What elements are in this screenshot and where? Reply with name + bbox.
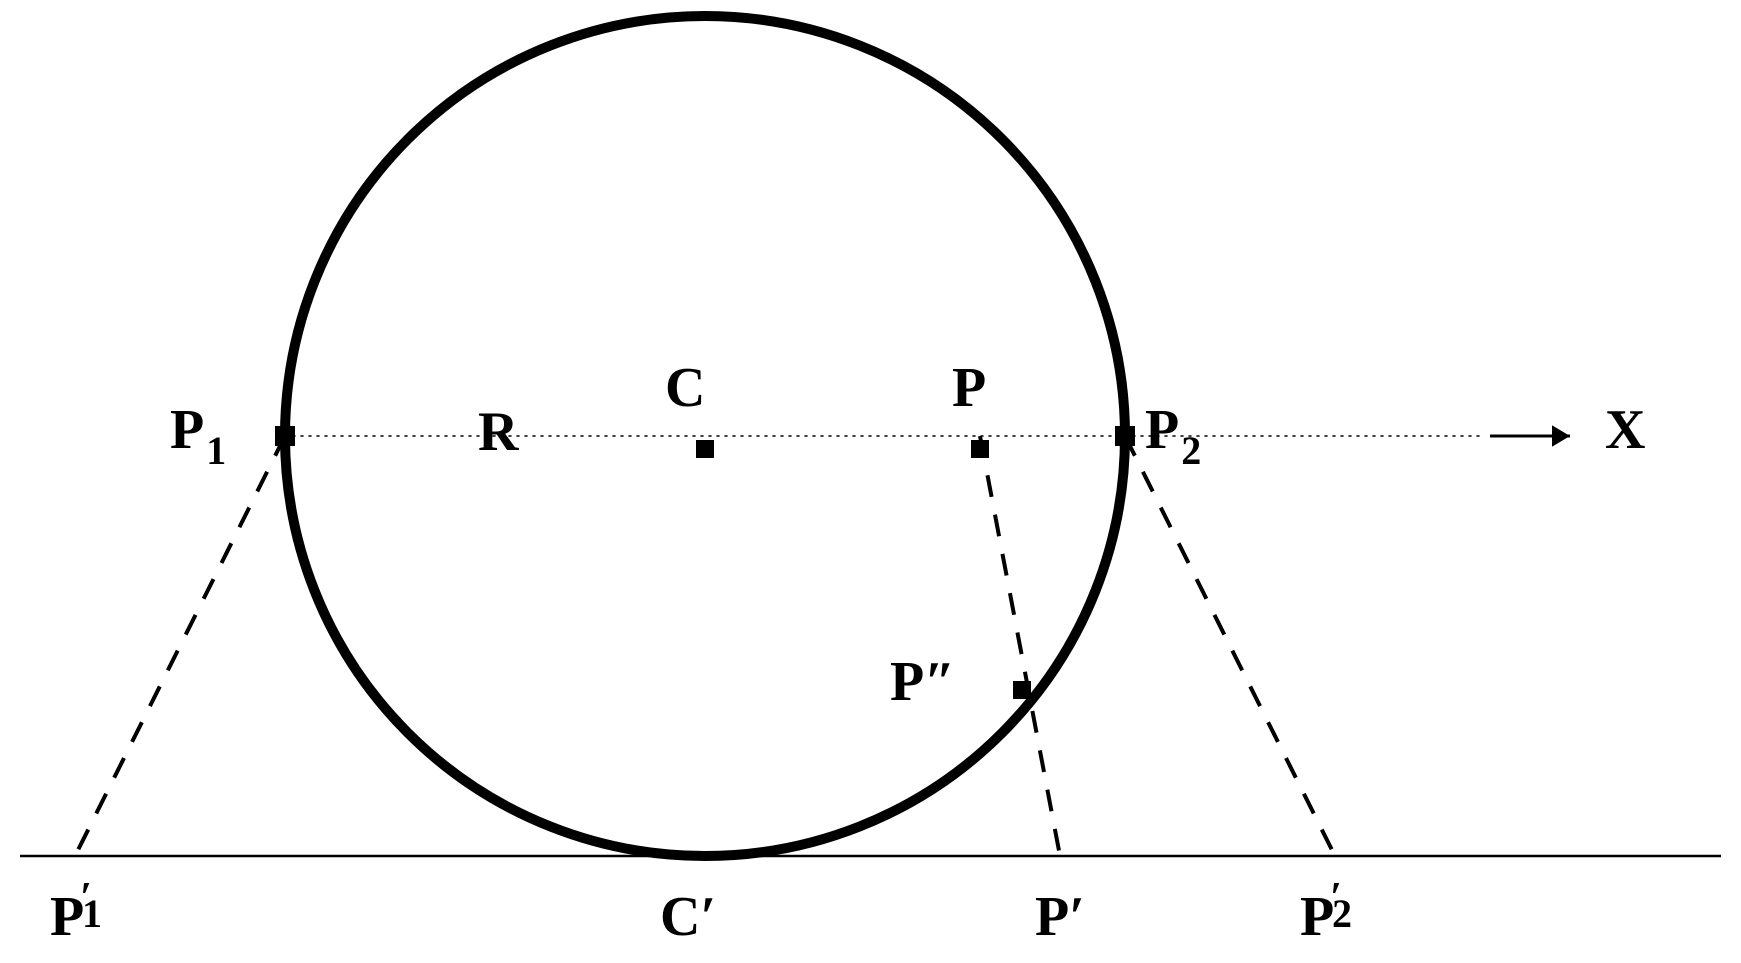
label-Pdprime: P″ (890, 651, 955, 713)
dashed-line-P2-P2prime (1125, 436, 1335, 856)
point-P1 (275, 426, 295, 446)
label-P2prime: P′2 (1300, 875, 1352, 948)
dashed-line-P1-P1prime (75, 436, 285, 856)
geometry-diagram: P1 R C P P2 X P″ P′1 C′ P′ P′2 (0, 0, 1741, 963)
point-P (971, 440, 989, 458)
label-P1prime: P′1 (50, 875, 102, 948)
x-arrow-head-icon (1552, 425, 1570, 447)
point-C (696, 440, 714, 458)
label-P1: P1 (170, 399, 226, 473)
point-P2 (1115, 426, 1135, 446)
dashed-line-P-Pprime (980, 436, 1060, 856)
point-Pdprime (1013, 681, 1031, 699)
label-C: C (665, 357, 705, 419)
label-Cprime: C′ (660, 886, 716, 948)
label-X: X (1605, 399, 1645, 461)
label-P2: P2 (1145, 399, 1201, 473)
label-P: P (952, 357, 986, 419)
label-R: R (478, 401, 519, 463)
label-Pprime: P′ (1035, 886, 1085, 948)
